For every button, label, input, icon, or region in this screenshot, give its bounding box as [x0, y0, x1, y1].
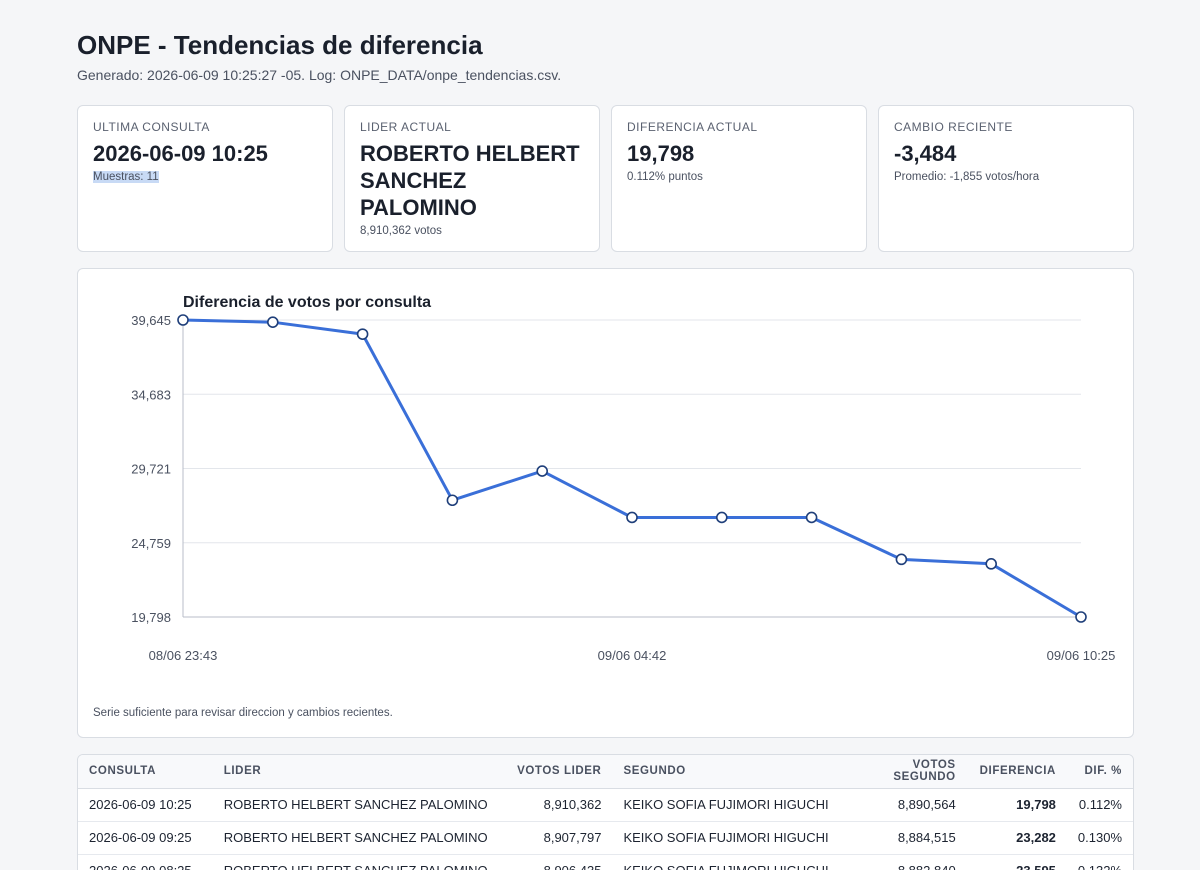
- y-tick-label: 39,645: [131, 313, 171, 328]
- chart-title: Diferencia de votos por consulta: [183, 294, 431, 311]
- summary-cards: ULTIMA CONSULTA 2026-06-09 10:25 Muestra…: [77, 105, 1134, 252]
- cell-consulta: 2026-06-09 09:25: [78, 821, 213, 855]
- data-point: [267, 316, 279, 328]
- col-dif-pct[interactable]: DIF. %: [1066, 755, 1133, 789]
- data-point: [626, 511, 638, 524]
- cell-consulta: 2026-06-09 08:25: [78, 854, 213, 870]
- cell-consulta: 2026-06-09 10:25: [78, 788, 213, 822]
- page-title: ONPE - Tendencias de diferencia: [77, 30, 483, 60]
- cell-diferencia: 23,595: [966, 854, 1067, 870]
- y-tick-label: 24,759: [131, 536, 171, 551]
- cell-votos-lider: 8,910,362: [498, 788, 613, 822]
- cell-dif-pct: 0.112%: [1066, 788, 1133, 822]
- data-table-panel: CONSULTA LIDER VOTOS LIDER SEGUNDO VOTOS…: [77, 754, 1134, 870]
- chart-panel: Diferencia de votos por consulta 39,645 34…: [77, 268, 1134, 738]
- cell-votos-segundo: 8,890,564: [839, 788, 967, 822]
- card-value: -3,484: [894, 141, 957, 166]
- card-label: ULTIMA CONSULTA: [93, 120, 210, 134]
- line-chart: Diferencia de votos por consulta 39,645 34…: [131, 294, 1116, 663]
- table-row: 2026-06-09 08:25 ROBERTO HELBERT SANCHEZ…: [78, 854, 1133, 870]
- data-point: [177, 314, 189, 326]
- cell-dif-pct: 0.130%: [1066, 821, 1133, 855]
- data-point: [1075, 611, 1087, 623]
- col-diferencia[interactable]: DIFERENCIA: [966, 755, 1067, 789]
- card-cambio-reciente: CAMBIO RECIENTE -3,484 Promedio: -1,855 …: [878, 105, 1134, 252]
- cell-lider: ROBERTO HELBERT SANCHEZ PALOMINO: [212, 854, 499, 870]
- col-votos-lider[interactable]: VOTOS LIDER: [498, 755, 613, 789]
- data-table: CONSULTA LIDER VOTOS LIDER SEGUNDO VOTOS…: [78, 755, 1133, 870]
- table-row: 2026-06-09 09:25 ROBERTO HELBERT SANCHEZ…: [78, 821, 1133, 855]
- y-tick-label: 19,798: [131, 610, 171, 625]
- card-label: DIFERENCIA ACTUAL: [627, 120, 758, 134]
- data-point: [805, 511, 818, 524]
- col-votos-segundo[interactable]: VOTOS SEGUNDO: [839, 755, 967, 789]
- cell-votos-lider: 8,906,435: [498, 854, 613, 870]
- card-label: CAMBIO RECIENTE: [894, 120, 1013, 134]
- data-point: [985, 558, 998, 570]
- cell-votos-segundo: 8,882,840: [839, 854, 967, 870]
- cell-votos-lider: 8,907,797: [498, 821, 613, 855]
- table-header-row: CONSULTA LIDER VOTOS LIDER SEGUNDO VOTOS…: [78, 755, 1133, 789]
- cell-segundo: KEIKO SOFIA FUJIMORI HIGUCHI: [612, 854, 840, 870]
- x-tick-label: 09/06 10:25: [1047, 648, 1116, 663]
- page-subtitle: Generado: 2026-06-09 10:25:27 -05. Log: …: [77, 67, 562, 83]
- data-point: [715, 511, 728, 524]
- card-note: 0.112% puntos: [627, 171, 703, 183]
- cell-diferencia: 19,798: [966, 788, 1067, 822]
- card-note: 8,910,362 votos: [360, 225, 442, 237]
- card-value: 19,798: [627, 141, 695, 166]
- cell-lider: ROBERTO HELBERT SANCHEZ PALOMINO: [212, 821, 499, 855]
- cell-segundo: KEIKO SOFIA FUJIMORI HIGUCHI: [612, 788, 840, 822]
- cell-diferencia: 23,282: [966, 821, 1067, 855]
- cell-votos-segundo: 8,884,515: [839, 821, 967, 855]
- col-consulta[interactable]: CONSULTA: [78, 755, 213, 789]
- card-label: LIDER ACTUAL: [360, 120, 452, 134]
- data-point: [895, 553, 908, 566]
- y-tick-label: 34,683: [131, 387, 171, 402]
- card-note: Muestras: 11: [93, 171, 159, 183]
- cell-segundo: KEIKO SOFIA FUJIMORI HIGUCHI: [612, 821, 840, 855]
- table-row: 2026-06-09 10:25 ROBERTO HELBERT SANCHEZ…: [78, 788, 1133, 822]
- cell-dif-pct: 0.132%: [1066, 854, 1133, 870]
- card-note: Promedio: -1,855 votos/hora: [894, 171, 1040, 183]
- data-point: [446, 494, 459, 507]
- x-tick-label: 08/06 23:43: [149, 648, 218, 663]
- col-segundo[interactable]: SEGUNDO: [612, 755, 840, 789]
- x-tick-label: 09/06 04:42: [598, 648, 667, 663]
- card-lider-actual: LIDER ACTUAL ROBERTO HELBERT SANCHEZ PAL…: [344, 105, 600, 252]
- col-lider[interactable]: LIDER: [212, 755, 499, 789]
- y-tick-label: 29,721: [131, 462, 171, 477]
- chart-note: Serie suficiente para revisar direccion …: [93, 707, 393, 719]
- cell-lider: ROBERTO HELBERT SANCHEZ PALOMINO: [212, 788, 499, 822]
- card-value: ROBERTO HELBERT SANCHEZ PALOMINO: [360, 141, 580, 220]
- card-diferencia-actual: DIFERENCIA ACTUAL 19,798 0.112% puntos: [611, 105, 867, 252]
- card-value: 2026-06-09 10:25: [93, 141, 268, 166]
- data-point: [356, 328, 369, 340]
- data-point: [536, 465, 549, 477]
- card-ultima-consulta: ULTIMA CONSULTA 2026-06-09 10:25 Muestra…: [77, 105, 333, 252]
